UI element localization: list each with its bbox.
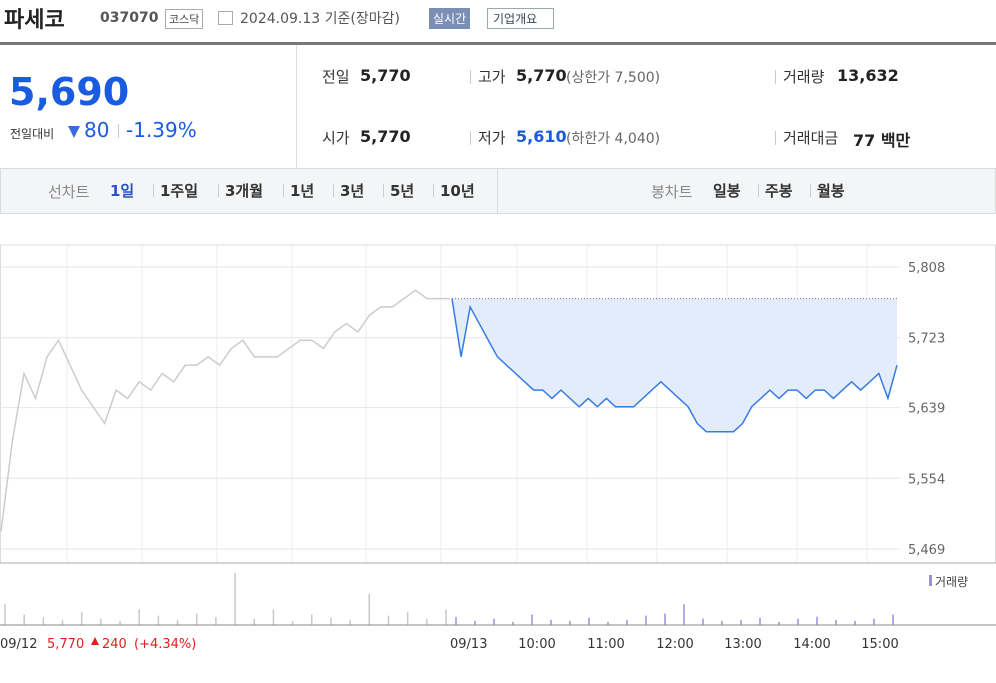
x-tick-label: 13:00	[724, 637, 761, 652]
prev-change: 240	[102, 637, 127, 652]
stock-name: 파세코	[4, 8, 65, 33]
stat-value: 5,770	[360, 66, 411, 85]
prev-change-pct: (+4.34%)	[134, 637, 196, 652]
y-tick-label: 5,808	[908, 261, 945, 276]
tab-separator	[383, 184, 384, 197]
stat-label: 전일	[322, 68, 350, 86]
tab-separator	[810, 184, 811, 197]
separator	[470, 70, 471, 84]
change-pct: -1.39%	[126, 118, 197, 142]
tab-separator	[433, 184, 434, 197]
down-icon	[68, 126, 80, 138]
tab[interactable]: 일봉	[713, 182, 741, 200]
prev-close: 5,770	[47, 637, 84, 652]
stat-label: 저가	[478, 129, 506, 147]
x-tick-label: 12:00	[656, 637, 693, 652]
price: 5,690	[9, 70, 130, 114]
stat-label: 고가	[478, 68, 506, 86]
date: 2024.09.13 기준(장마감)	[240, 11, 400, 27]
tab[interactable]: 5년	[390, 182, 415, 200]
x-tick-label: 14:00	[793, 637, 830, 652]
tab[interactable]: 3개월	[225, 182, 264, 200]
stat-value: 13,632	[837, 66, 899, 85]
x-tick-label: 09/13	[450, 637, 487, 652]
calendar-icon	[218, 11, 233, 25]
stat-note: (하한가 4,040)	[566, 131, 661, 147]
separator	[775, 70, 776, 84]
stat-value: 5,610	[516, 127, 567, 146]
tab[interactable]: 주봉	[765, 182, 793, 200]
price-line	[0, 289, 450, 532]
stat-label: 거래량	[783, 68, 825, 86]
change-label: 전일대비	[10, 127, 55, 141]
chart: 5,469 5,554 5,639 5,723 5,808 거래량 09/13 10:00 11…	[0, 244, 996, 652]
up-icon	[91, 637, 99, 645]
tab-separator	[333, 184, 334, 197]
separator	[470, 131, 471, 145]
tab-separator	[283, 184, 284, 197]
tab-label: 선차트	[48, 183, 90, 201]
tab[interactable]: 월봉	[817, 182, 845, 200]
tab[interactable]: 1일	[110, 182, 135, 200]
area	[452, 298, 897, 432]
volume-legend-swatch	[929, 575, 932, 586]
divider	[0, 42, 996, 45]
stat-label: 거래대금	[783, 129, 839, 147]
y-tick-label: 5,639	[908, 402, 945, 417]
stock-code: 037070	[100, 10, 159, 26]
tab[interactable]: 1주일	[160, 182, 199, 200]
y-tick-label: 5,554	[908, 472, 945, 487]
tab-bar	[0, 168, 996, 214]
tab-divider	[497, 169, 498, 213]
tab[interactable]: 1년	[290, 182, 315, 200]
volume-legend: 거래량	[935, 575, 968, 589]
market-badge: 코스닥	[165, 9, 204, 29]
realtime-button[interactable]: 실시간	[429, 8, 471, 29]
tab-separator	[153, 184, 154, 197]
change: 80	[84, 118, 110, 142]
stat-value: 5,770	[516, 66, 567, 85]
y-tick-label: 5,723	[908, 332, 945, 347]
company-button[interactable]: 기업개요	[487, 8, 555, 29]
y-tick-label: 5,469	[908, 543, 945, 558]
x-tick-label: 11:00	[587, 637, 624, 652]
prev-date: 09/12	[0, 637, 37, 652]
tab-separator	[758, 184, 759, 197]
stat-value: 5,770	[360, 127, 411, 146]
stat-note: (상한가 7,500)	[566, 70, 661, 86]
x-tick-label: 10:00	[518, 637, 555, 652]
tab[interactable]: 3년	[340, 182, 365, 200]
x-tick-label: 15:00	[861, 637, 898, 652]
separator	[775, 131, 776, 145]
stat-value: 77 백만	[853, 131, 911, 150]
tab-separator	[218, 184, 219, 197]
tab[interactable]: 10년	[440, 182, 475, 200]
plot-frame	[0, 244, 996, 564]
tab-label: 봉차트	[651, 183, 693, 201]
stat-label: 시가	[322, 129, 350, 147]
price-line	[451, 298, 898, 433]
